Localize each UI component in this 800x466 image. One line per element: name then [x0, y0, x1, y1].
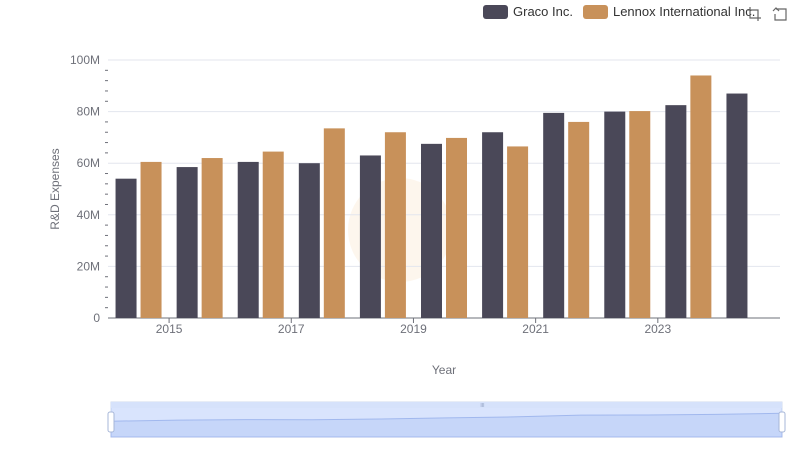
datazoom-preview: [110, 412, 783, 438]
x-tick-label: 2019: [400, 322, 427, 336]
bar-graco[interactable]: [176, 167, 198, 318]
bar-graco[interactable]: [543, 112, 565, 318]
legend-label-lennox: Lennox International Inc.: [612, 4, 756, 19]
datazoom-left-handle[interactable]: [107, 411, 115, 433]
bar-graco[interactable]: [665, 105, 687, 319]
legend-swatch-lennox: [582, 4, 608, 19]
y-axis-title: R&D Expenses: [48, 148, 62, 229]
legend-label-graco: Graco Inc.: [513, 4, 573, 19]
bar-graco[interactable]: [359, 155, 381, 318]
y-tick-label: 40M: [77, 208, 100, 222]
bar-lennox[interactable]: [262, 151, 284, 318]
bar-graco[interactable]: [237, 161, 259, 318]
bar-lennox[interactable]: [201, 158, 223, 318]
x-tick-label: 2017: [278, 322, 305, 336]
bar-lennox[interactable]: [323, 128, 345, 318]
x-tick-label: 2021: [522, 322, 549, 336]
zoom-icon[interactable]: [746, 6, 762, 22]
bar-lennox[interactable]: [568, 121, 590, 318]
legend: Graco Inc. Lennox International Inc.: [483, 4, 755, 19]
y-tick-label: 20M: [77, 259, 100, 273]
bar-graco[interactable]: [726, 93, 748, 318]
bar-lennox[interactable]: [690, 75, 712, 318]
y-tick-label: 60M: [77, 156, 100, 170]
bar-graco[interactable]: [604, 111, 626, 318]
x-tick-label: 2023: [644, 322, 671, 336]
x-tick-label: 2015: [156, 322, 183, 336]
bar-graco[interactable]: [298, 163, 320, 318]
bar-lennox[interactable]: [384, 132, 406, 318]
y-tick-label: 0: [93, 311, 100, 325]
legend-swatch-graco: [483, 4, 508, 19]
toolbar: [746, 6, 788, 22]
bar-graco[interactable]: [115, 178, 137, 318]
datazoom-top-bar[interactable]: [111, 402, 782, 408]
y-tick-label: 100M: [70, 53, 100, 67]
datazoom-right-handle[interactable]: [778, 411, 786, 433]
bar-lennox[interactable]: [629, 111, 651, 318]
bar-lennox[interactable]: [140, 161, 162, 318]
bar-graco[interactable]: [421, 143, 442, 318]
legend-item-lennox[interactable]: Lennox International Inc.: [582, 4, 756, 19]
bar-lennox[interactable]: [507, 146, 529, 318]
x-axis-title: Year: [432, 363, 456, 377]
bar-lennox[interactable]: [446, 137, 467, 318]
bar-graco[interactable]: [482, 132, 504, 318]
legend-item-graco[interactable]: Graco Inc.: [483, 4, 573, 19]
y-tick-label: 80M: [77, 105, 100, 119]
restore-icon[interactable]: [772, 6, 788, 22]
datazoom-handle-label: III: [480, 403, 484, 409]
